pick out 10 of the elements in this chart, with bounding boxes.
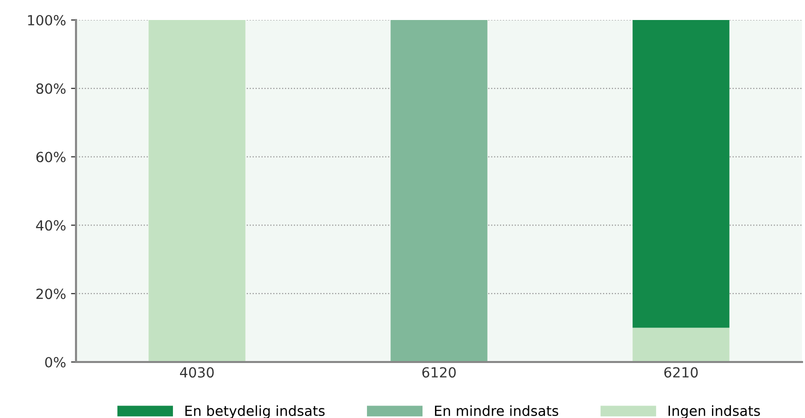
y-tick-label: 80% (36, 83, 66, 94)
y-tick-label: 20% (36, 288, 66, 300)
y-tick-label: 100% (28, 14, 66, 26)
y-tick-label: 0% (45, 356, 66, 368)
x-tick-label: 4030 (180, 367, 214, 378)
legend-label: En mindre indsats (434, 405, 558, 416)
y-tick-label: 40% (36, 220, 66, 231)
y-tick-label: 60% (36, 152, 66, 162)
x-tick-label: 6210 (664, 367, 698, 378)
x-tick-label: 6120 (422, 367, 456, 378)
